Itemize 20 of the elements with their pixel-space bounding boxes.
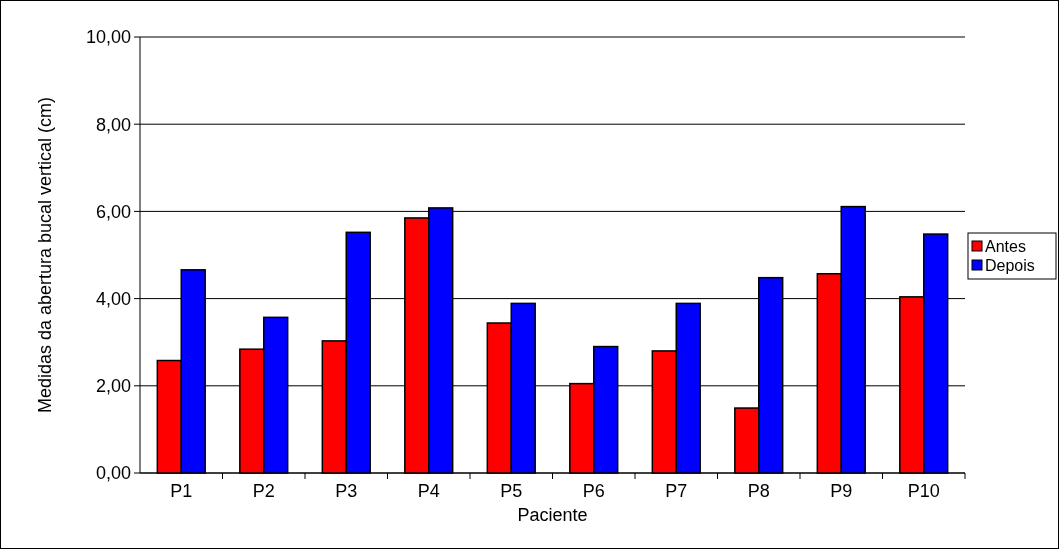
legend-label: Depois — [985, 256, 1035, 274]
y-tick-label: 2,00 — [95, 376, 131, 397]
x-tick-label: P9 — [830, 481, 853, 501]
x-axis-title: Paciente — [517, 505, 588, 525]
y-axis-title: Medidas da abertura bucal vertical (cm) — [35, 96, 56, 414]
x-tick-label: P4 — [417, 481, 440, 501]
x-tick-label: P1 — [170, 481, 193, 501]
x-tick-label: P7 — [665, 481, 688, 501]
y-tick-label: 8,00 — [95, 114, 131, 135]
y-tick-label: 4,00 — [95, 288, 131, 309]
x-tick-label: P5 — [500, 481, 523, 501]
y-tick-label: 6,00 — [95, 201, 131, 222]
x-tick-label: P6 — [582, 481, 605, 501]
y-tick-label: 0,00 — [95, 463, 131, 484]
y-tick-label: 10,00 — [85, 27, 131, 48]
x-tick-label: P10 — [907, 481, 940, 501]
legend-label: Antes — [985, 237, 1026, 255]
x-tick-label: P2 — [252, 481, 275, 501]
x-tick-label: P8 — [747, 481, 770, 501]
x-tick-label: P3 — [335, 481, 358, 501]
